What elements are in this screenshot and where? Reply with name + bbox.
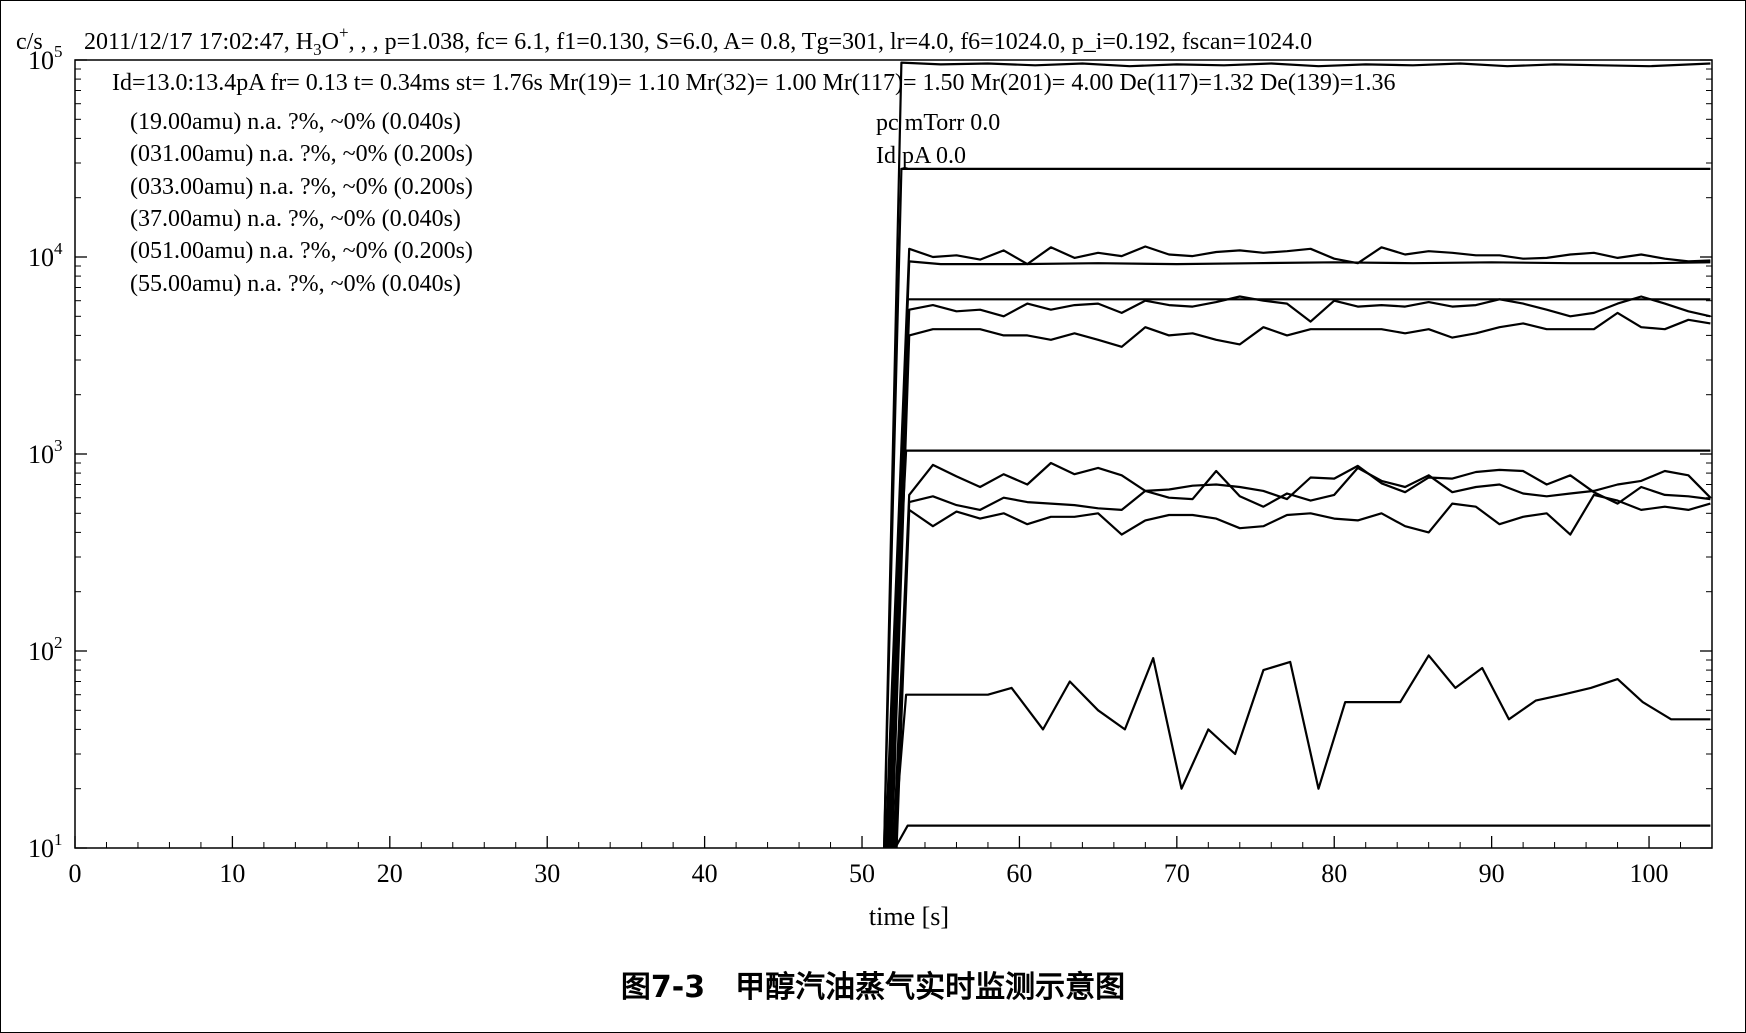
- legend-item: (37.00amu) n.a. ?%, ~0% (0.040s): [130, 206, 461, 232]
- series-line-9: [892, 461, 1712, 849]
- series-group: [883, 61, 1712, 849]
- legend-item: (19.00amu) n.a. ?%, ~0% (0.040s): [130, 109, 461, 135]
- x-tick-label: 50: [849, 859, 875, 888]
- series-line-10: [894, 464, 1711, 849]
- legend-item: (051.00amu) n.a. ?%, ~0% (0.200s): [130, 238, 473, 264]
- annotation-current: Id pA 0.0: [876, 143, 966, 169]
- x-axis-label: time [s]: [869, 902, 949, 931]
- legend-item: (033.00amu) n.a. ?%, ~0% (0.200s): [130, 174, 473, 200]
- chart: c/s 2011/12/17 17:02:47, H3O+, , , p=1.0…: [16, 23, 1713, 931]
- params-o: O: [322, 29, 339, 55]
- legend-item: (031.00amu) n.a. ?%, ~0% (0.200s): [130, 141, 473, 167]
- figure-caption: 图7-3 甲醇汽油蒸气实时监测示意图: [620, 970, 1126, 1005]
- legend-item: (55.00amu) n.a. ?%, ~0% (0.040s): [130, 271, 461, 297]
- series-line-7: [890, 311, 1711, 849]
- x-tick-label: 100: [1630, 859, 1669, 888]
- x-tick-label: 0: [69, 859, 82, 888]
- axes: 0 10 20 30 40 50 60 70 80 90 100 101 102 103 104 105: [28, 42, 1712, 888]
- series-line-1: [883, 61, 1711, 849]
- series-line-4: [886, 260, 1711, 849]
- params-subscript: 3: [313, 40, 322, 59]
- legend: (19.00amu) n.a. ?%, ~0% (0.040s) (031.00…: [130, 109, 473, 297]
- y-tick-label: 103: [28, 436, 63, 469]
- series-line-5: [887, 298, 1711, 849]
- x-tick-label: 60: [1006, 859, 1032, 888]
- y-unit-label: c/s: [16, 29, 43, 55]
- series-line-6: [889, 295, 1711, 849]
- x-tick-label: 20: [377, 859, 403, 888]
- x-tick-label: 70: [1164, 859, 1190, 888]
- series-line-3: [884, 245, 1711, 849]
- y-tick-label: 101: [28, 830, 63, 863]
- y-tick-label: 105: [28, 42, 63, 75]
- series-line-11: [895, 493, 1711, 849]
- x-tick-label: 10: [219, 859, 245, 888]
- series-line-8: [884, 449, 1711, 849]
- annotation-pressure: pc mTorr 0.0: [876, 110, 1000, 136]
- series-line-12: [892, 654, 1711, 849]
- params-superscript: +: [339, 23, 349, 42]
- x-tick-label: 80: [1321, 859, 1347, 888]
- x-tick-label: 40: [692, 859, 718, 888]
- y-tick-label: 104: [28, 239, 63, 272]
- y-tick-label: 102: [28, 633, 63, 666]
- status-line: Id=13.0:13.4pA fr= 0.13 t= 0.34ms st= 1.…: [112, 70, 1395, 96]
- params-line: 2011/12/17 17:02:47, H3O+, , , p=1.038, …: [84, 23, 1312, 59]
- params-postfix: , , , p=1.038, fc= 6.1, f1=0.130, S=6.0,…: [349, 29, 1313, 55]
- series-line-2: [883, 167, 1711, 849]
- x-tick-label: 90: [1479, 859, 1505, 888]
- params-prefix: 2011/12/17 17:02:47, H: [84, 29, 313, 55]
- x-tick-label: 30: [534, 859, 560, 888]
- series-line-13: [894, 824, 1711, 849]
